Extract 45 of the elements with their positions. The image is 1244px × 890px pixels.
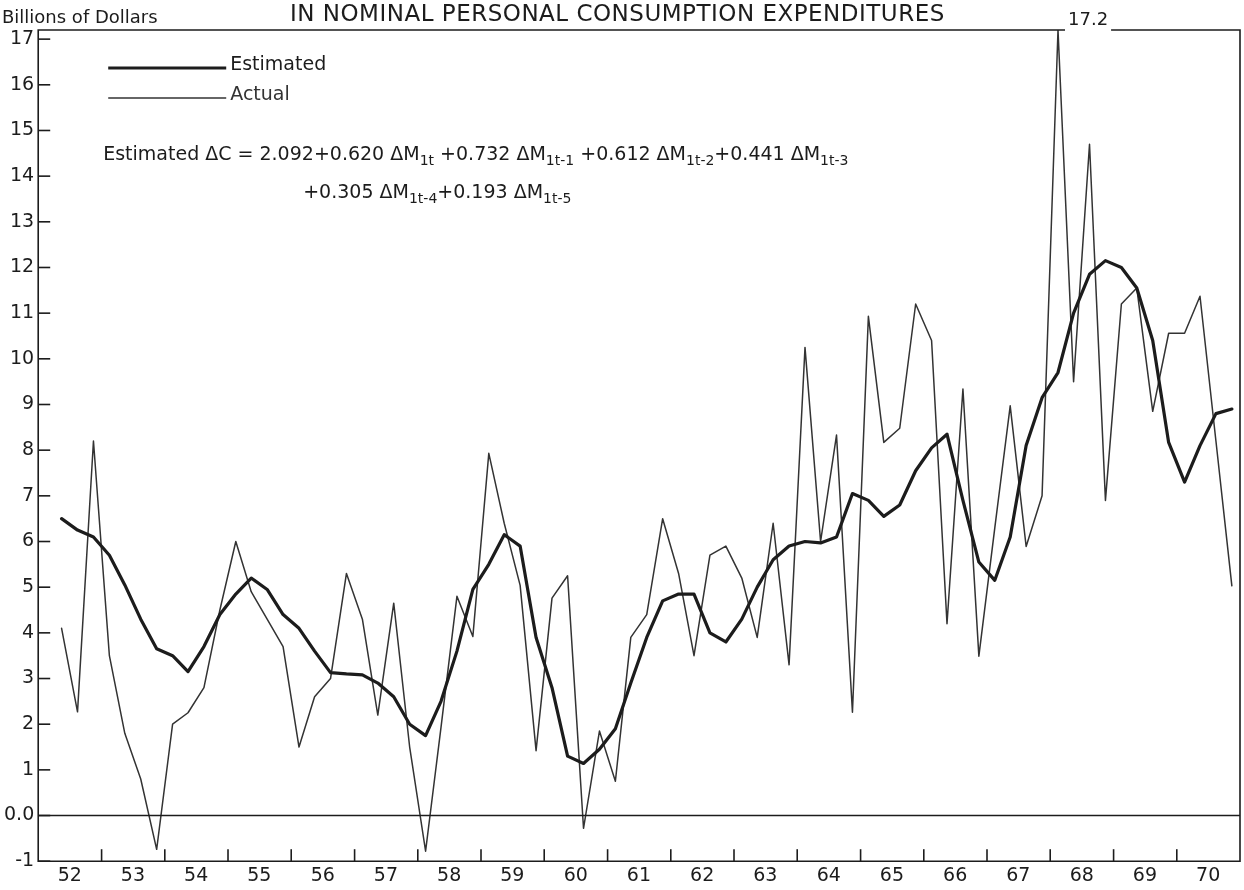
y-tick-label: 17 (10, 26, 35, 49)
x-tick-label: 65 (879, 862, 905, 885)
y-tick-label: 14 (10, 163, 35, 186)
x-tick-label: 62 (690, 862, 715, 885)
x-tick-label: 64 (816, 862, 841, 885)
y-tick-label: 13 (10, 208, 35, 231)
y-tick-label: 10 (10, 345, 35, 368)
text: Estimated (230, 52, 327, 74)
x-tick-label: 57 (373, 862, 399, 885)
x-tick-label: 60 (563, 862, 588, 885)
x-tick-label: 67 (1006, 862, 1031, 885)
x-tick-label: 69 (1132, 862, 1158, 885)
y-tick-label: 1 (22, 756, 35, 779)
x-tick-label: 58 (437, 862, 462, 885)
y-tick-label: 7 (22, 482, 35, 505)
y-tick-label: 4 (22, 619, 35, 642)
x-tick-label: 70 (1196, 862, 1221, 885)
y-tick-label: 9 (22, 391, 35, 414)
annotation: Estimated ΔC = 2.092+0.620 ΔM$_{1t}$ +0.732 ΔM$_{1t-1}$ +0.612 ΔM$_{1t-2}$+0.441 ΔM$_{1t-3}$ (103, 141, 849, 170)
x-tick-label: 55 (247, 862, 272, 885)
x-tick-label: 54 (184, 862, 209, 885)
text: Actual (230, 82, 290, 104)
x-tick-label: 59 (500, 862, 525, 885)
x-tick-label: 63 (753, 862, 778, 885)
annotation: 17.2 (1068, 7, 1109, 29)
y-tick-label: 0.0 (4, 802, 35, 825)
y-tick-label: -1 (15, 848, 35, 871)
y-tick-label: 16 (10, 71, 35, 94)
x-tick-label: 68 (1069, 862, 1094, 885)
y-tick-label: 11 (10, 300, 35, 323)
x-tick-label: 53 (120, 862, 146, 885)
chart-title: IN NOMINAL PERSONAL CONSUMPTION EXPENDITURES (290, 0, 945, 26)
y-tick-label: 2 (22, 711, 35, 734)
y-tick-label: 5 (22, 574, 35, 597)
x-tick-label: 56 (310, 862, 335, 885)
y-tick-label: 15 (10, 117, 35, 140)
x-tick-label: 52 (57, 862, 82, 885)
x-tick-label: 66 (943, 862, 968, 885)
y-tick-label: 3 (22, 665, 35, 688)
y-axis-title: Billions of Dollars (2, 6, 158, 27)
y-tick-label: 8 (22, 437, 35, 460)
x-tick-label: 61 (626, 862, 652, 885)
annotation: +0.305 ΔM$_{1t-4}$+0.193 ΔM$_{1t-5}$ (302, 179, 573, 209)
y-tick-label: 12 (10, 254, 35, 277)
y-tick-label: 6 (22, 528, 35, 551)
